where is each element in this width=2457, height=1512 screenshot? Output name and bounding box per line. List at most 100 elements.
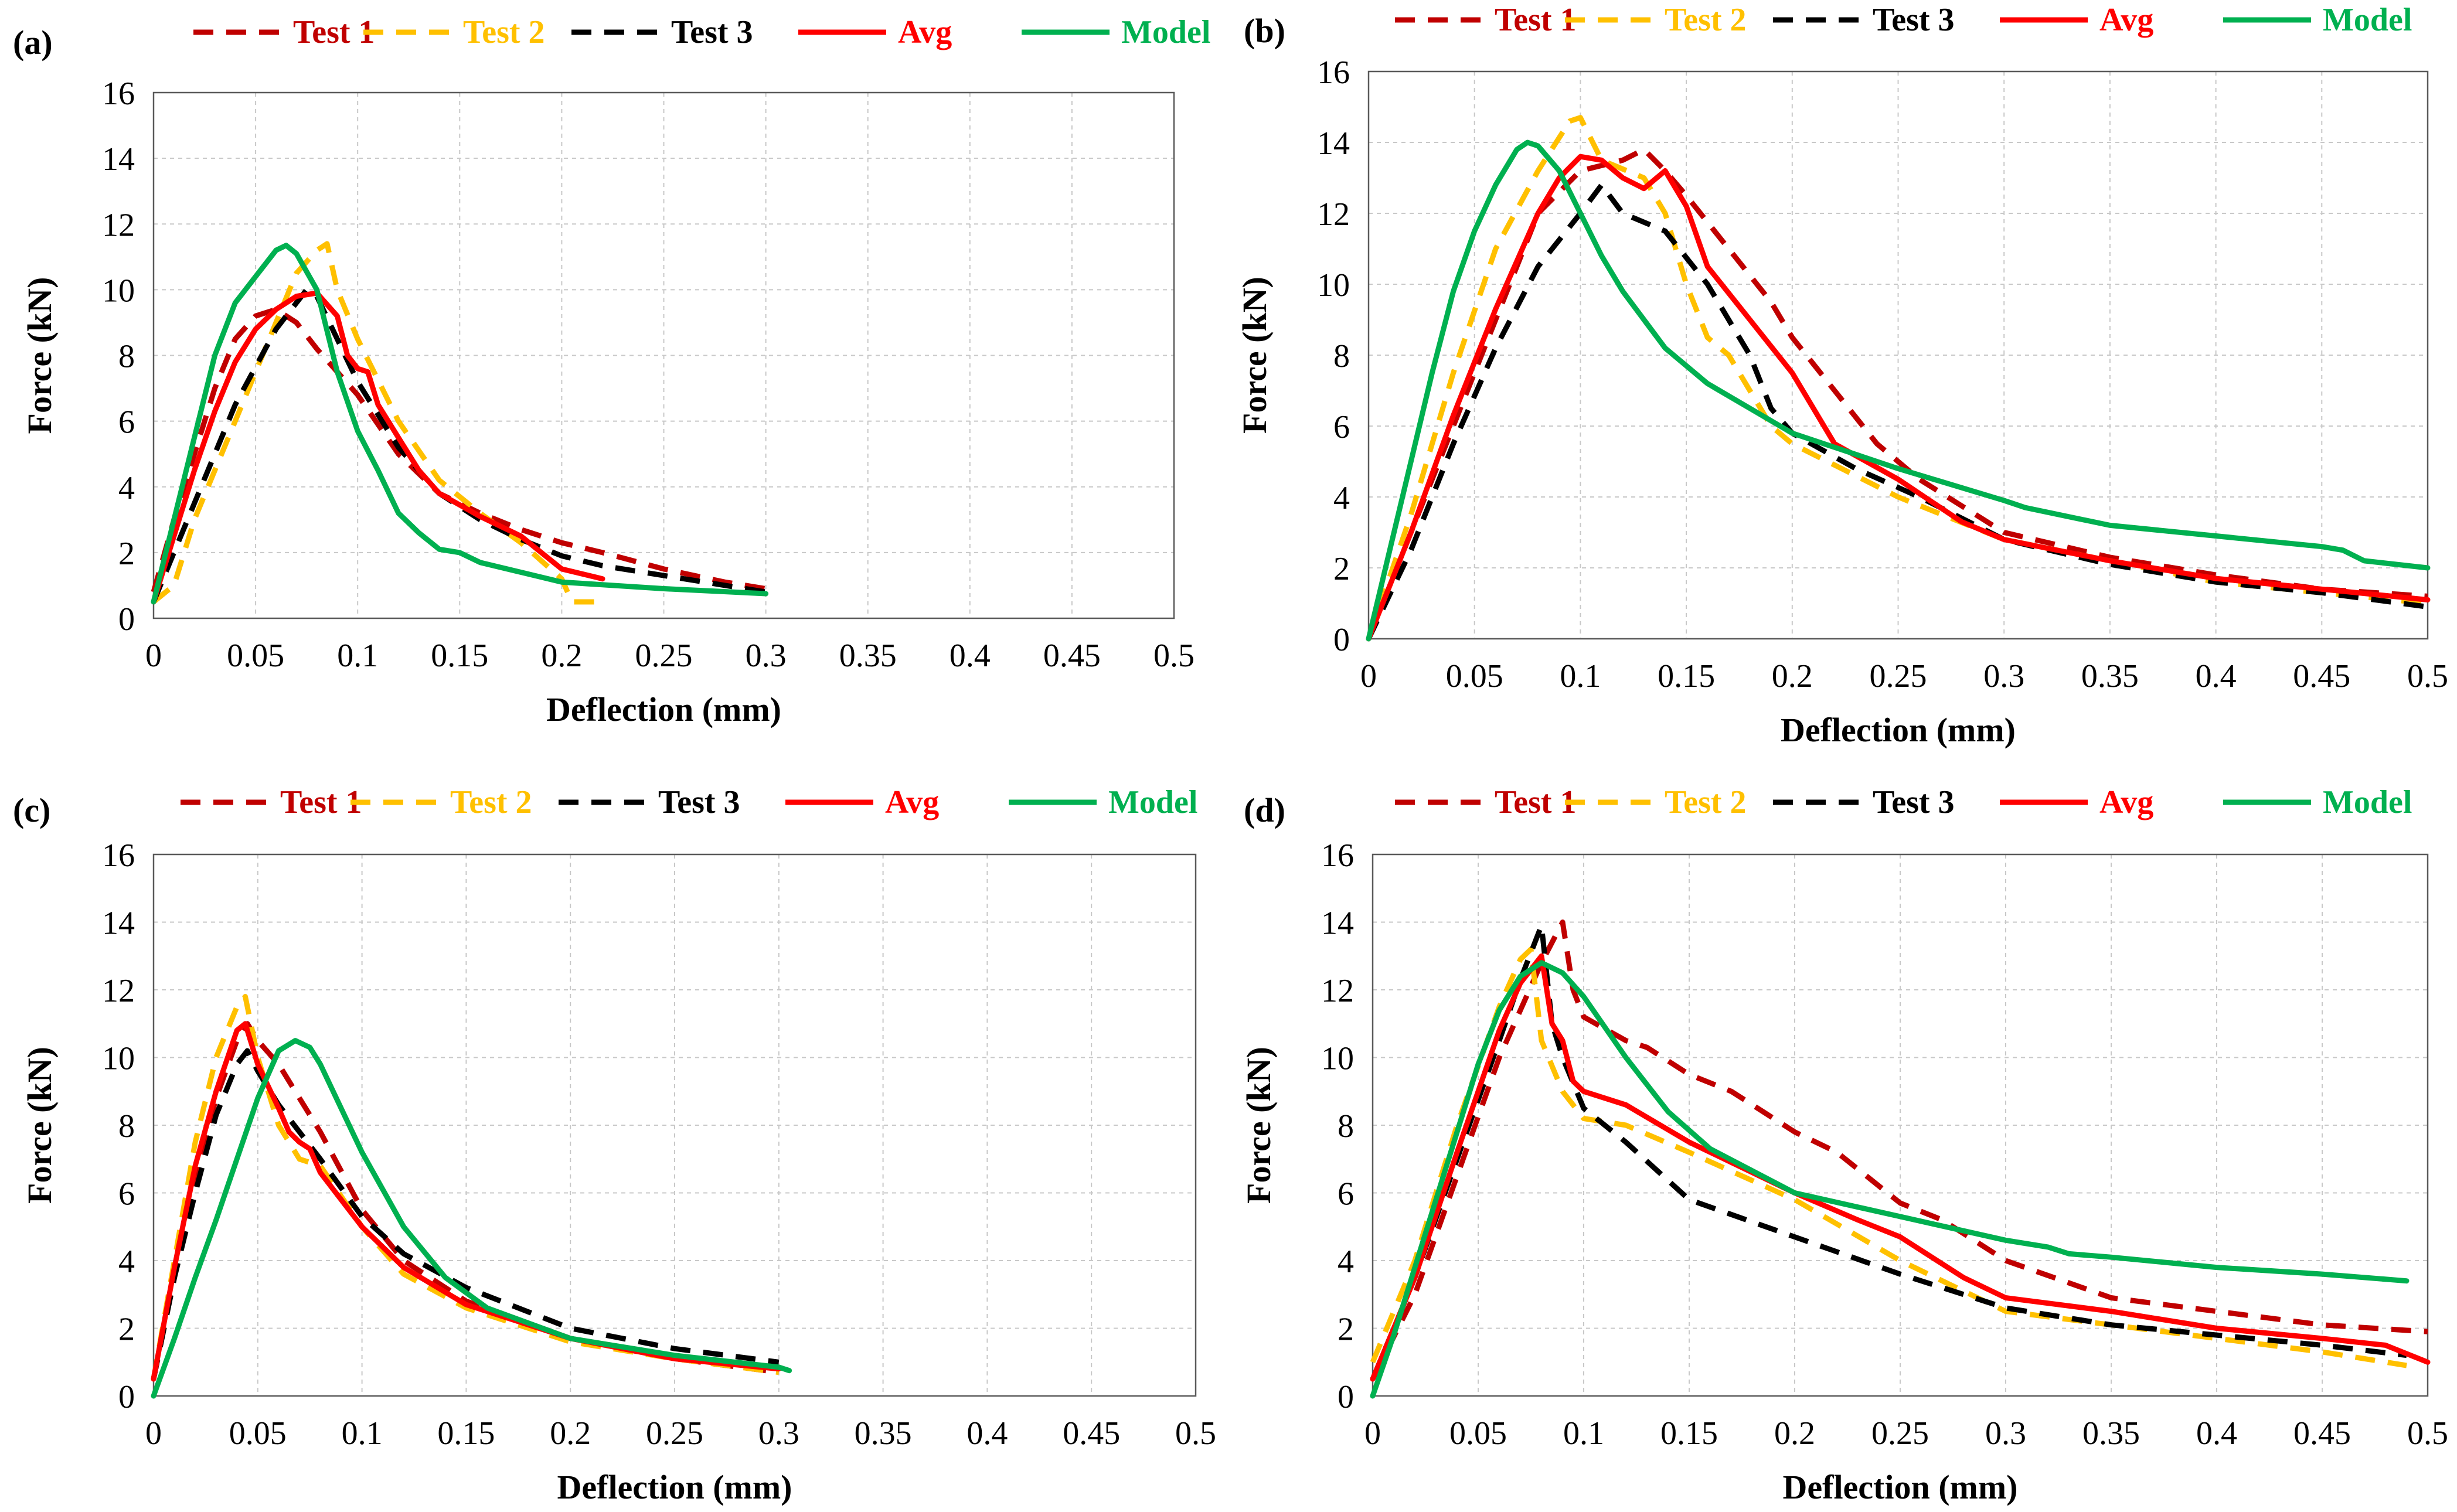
series-line-model [1366,139,2431,642]
legend-label: Test 3 [1873,784,1955,820]
y-tick-label: 4 [118,1244,135,1280]
legend-label: Avg [898,14,952,50]
legend-entry: Model [1022,14,1210,50]
x-tick-label: 0.05 [1446,658,1503,694]
legend-label: Test 2 [1665,784,1747,820]
x-tick-label: 0.25 [1870,658,1927,694]
plot-area [152,853,1197,1397]
x-axis-title: Deflection (mm) [1783,1468,2018,1506]
y-tick-label: 16 [102,76,135,112]
x-tick-label: 0.2 [541,638,582,674]
legend-entry: Test 3 [1773,784,1955,820]
series-line-test-1 [1370,920,2428,1381]
y-tick-label: 4 [1338,1244,1354,1280]
x-tick-label: 0.05 [229,1415,287,1452]
legend-entry: Avg [2000,2,2153,38]
series-line-test-2 [1366,115,2428,640]
y-tick-label: 12 [102,973,135,1009]
y-tick-label: 16 [1317,55,1350,91]
y-tick-label: 10 [1317,267,1350,304]
y-tick-label: 14 [102,141,135,178]
plot-area [152,91,1175,619]
y-tick-label: 10 [102,273,135,309]
legend-label: Test 2 [1665,2,1747,38]
y-axis-title: Force (kN) [21,1047,59,1204]
legend-entry: Test 3 [1773,2,1955,38]
x-tick-label: 0 [1360,658,1377,694]
series-line-test-3 [151,1048,780,1380]
x-axis-title: Deflection (mm) [1781,711,2016,749]
series-line-model [1370,960,2410,1399]
y-axis-title: Force (kN) [1240,1047,1278,1204]
chart-panel-c: (c) 0 0.05 0.1 0.15 0.2 0.25 0.3 0.35 0.4 0.45 0.5 0… [13,784,1216,1506]
panel-label: (b) [1244,12,1285,50]
y-tick-label: 2 [118,536,135,572]
series-line-avg [151,290,605,605]
x-tick-label: 0 [145,1415,162,1452]
y-tick-label: 14 [102,905,135,942]
legend-label: Model [2323,2,2412,38]
series-line-test-2 [1370,946,2407,1368]
y-tick-label: 6 [118,1176,135,1213]
legend-entry: Test 1 [1395,2,1577,38]
y-tick-label: 16 [1321,837,1354,874]
series-line-test-3 [151,287,767,603]
y-tick-label: 2 [1338,1312,1354,1348]
y-tick-label: 2 [1333,551,1350,587]
x-tick-label: 0.5 [1153,638,1195,674]
legend-entry: Avg [785,784,939,820]
legend-label: Model [2323,784,2412,820]
legend-entry: Model [2223,2,2412,38]
legend-entry: Test 2 [363,14,545,50]
x-tick-label: 0.45 [1063,1415,1120,1452]
y-tick-label: 8 [118,339,135,375]
x-axis-title: Deflection (mm) [557,1468,792,1506]
y-tick-label: 8 [1333,338,1350,374]
x-tick-label: 0.1 [1560,658,1601,694]
y-tick-label: 12 [102,207,135,243]
series-line-test-3 [1366,182,2428,640]
legend-entry: Avg [2000,784,2153,820]
x-tick-label: 0.15 [431,638,488,674]
x-tick-label: 0.2 [550,1415,591,1452]
legend-entry: Test 3 [571,14,753,50]
series-line-avg [151,1021,782,1382]
series-line-model [151,243,769,605]
legend-label: Avg [885,784,939,820]
y-tick-label: 12 [1321,973,1354,1009]
series-line-avg [1366,154,2431,642]
legend-label: Model [1121,14,1210,50]
x-tick-label: 0.1 [337,638,378,674]
x-tick-label: 0.1 [342,1415,383,1452]
x-tick-label: 0.3 [746,638,787,674]
x-tick-label: 0.05 [227,638,284,674]
x-tick-label: 0.35 [2081,658,2139,694]
series-line-avg [1370,953,2431,1382]
x-tick-label: 0.2 [1774,1415,1815,1452]
legend-entry: Test 1 [193,14,375,50]
x-tick-label: 0.4 [967,1415,1008,1452]
legend-entry: Avg [798,14,952,50]
x-tick-label: 0.1 [1563,1415,1604,1452]
panel-label: (a) [13,23,53,62]
x-tick-label: 0.45 [2293,658,2350,694]
legend-label: Test 2 [463,14,545,50]
y-axis-title: Force (kN) [1236,277,1274,434]
x-tick-label: 0.5 [1175,1415,1216,1452]
y-tick-label: 6 [118,404,135,441]
x-tick-label: 0.4 [2196,658,2237,694]
legend-label: Avg [2099,2,2153,38]
y-tick-label: 14 [1321,905,1354,942]
chart-panel-d: (d) 0 0.05 0.1 0.15 0.2 0.25 0.3 0.35 0.4 0.45 0.5 0… [1240,784,2448,1506]
y-tick-label: 10 [1321,1041,1354,1077]
legend-label: Test 3 [658,784,740,820]
y-tick-label: 0 [118,1379,135,1415]
x-tick-label: 0 [1364,1415,1381,1452]
legend-entry: Test 1 [181,784,362,820]
legend-label: Test 3 [671,14,753,50]
x-axis-title: Deflection (mm) [546,690,781,728]
legend-entry: Test 3 [559,784,740,820]
legend-label: Test 2 [450,784,532,820]
x-tick-label: 0.35 [2082,1415,2140,1452]
